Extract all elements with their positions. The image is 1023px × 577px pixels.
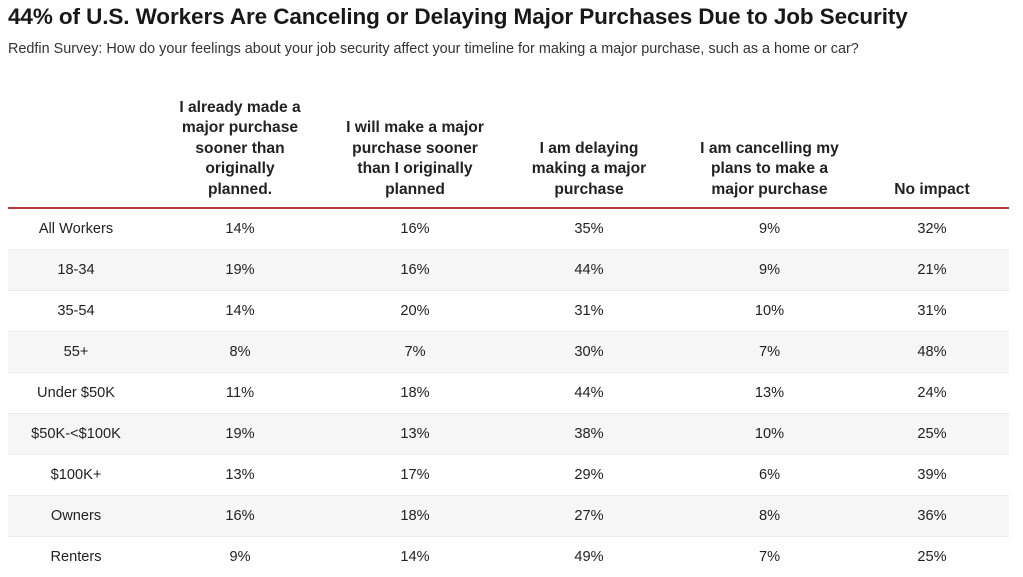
table-cell: 24%: [855, 372, 1009, 414]
row-label: 35-54: [8, 290, 144, 332]
table-row: Owners 16% 18% 27% 8% 36%: [8, 495, 1009, 537]
column-header-already-purchased: I already made a major purchase sooner t…: [144, 86, 336, 209]
table-cell: 8%: [684, 495, 855, 537]
table-row: Under $50K 11% 18% 44% 13% 24%: [8, 372, 1009, 414]
table-cell: 29%: [494, 454, 684, 496]
row-label: 55+: [8, 331, 144, 373]
chart-subtitle: Redfin Survey: How do your feelings abou…: [8, 41, 859, 57]
table-row: $100K+ 13% 17% 29% 6% 39%: [8, 454, 1009, 496]
table-cell: 13%: [336, 413, 494, 455]
row-label: Owners: [8, 495, 144, 537]
table-cell: 49%: [574, 549, 604, 565]
table-cell: 30%: [494, 331, 684, 373]
row-label: $50K-<$100K: [8, 413, 144, 455]
column-header-group: [8, 86, 144, 209]
table-row: 55+ 8% 7% 30% 7% 48%: [8, 331, 1009, 373]
column-header-label: I will make a major purchase sooner than…: [346, 119, 484, 198]
survey-table: I already made a major purchase sooner t…: [8, 86, 1009, 577]
table-cell: 14%: [400, 549, 430, 565]
table-cell: 7%: [758, 549, 781, 565]
column-header-no-impact: No impact: [855, 86, 1009, 209]
column-header-cancelling: I am cancelling my plans to make a major…: [684, 86, 855, 209]
table-row: $50K-<$100K 19% 13% 38% 10% 25%: [8, 413, 1009, 455]
table-cell: 25%: [855, 413, 1009, 455]
table-cell: 32%: [855, 208, 1009, 250]
table-row: 18-34 19% 16% 44% 9% 21%: [8, 249, 1009, 291]
table-cell: 14%: [144, 208, 336, 250]
row-label: 18-34: [8, 249, 144, 291]
column-header-label: I already made a major purchase sooner t…: [179, 98, 301, 198]
table-cell: 21%: [855, 249, 1009, 291]
header-row: I already made a major purchase sooner t…: [8, 86, 1009, 209]
table-cell: 10%: [684, 413, 855, 455]
table-cell: 13%: [144, 454, 336, 496]
table-cell: 25%: [917, 549, 947, 565]
table-cell: 20%: [336, 290, 494, 332]
table-cell: 8%: [144, 331, 336, 373]
table-cell: 9%: [229, 549, 251, 565]
row-label: Under $50K: [8, 372, 144, 414]
table-cell: 44%: [494, 249, 684, 291]
table-cell: 27%: [494, 495, 684, 537]
table-cell: 11%: [144, 372, 336, 414]
table-cell: 19%: [144, 413, 336, 455]
column-header-delaying: I am delaying making a major purchase: [494, 86, 684, 209]
table-cell: 18%: [336, 495, 494, 537]
table-cell: 16%: [336, 249, 494, 291]
row-label: $100K+: [8, 454, 144, 496]
table-cell: 16%: [336, 208, 494, 250]
table-row: 35-54 14% 20% 31% 10% 31%: [8, 290, 1009, 332]
table-cell: 38%: [494, 413, 684, 455]
table-row: All Workers 14% 16% 35% 9% 32%: [8, 208, 1009, 250]
table-body: All Workers 14% 16% 35% 9% 32% 18-34 19%…: [8, 208, 1009, 577]
table-cell: 16%: [144, 495, 336, 537]
table-cell: 7%: [336, 331, 494, 373]
table-cell: 17%: [336, 454, 494, 496]
table-cell: 7%: [684, 331, 855, 373]
table-cell: 48%: [855, 331, 1009, 373]
table-cell: 31%: [494, 290, 684, 332]
table-cell: 13%: [684, 372, 855, 414]
row-label: Renters: [50, 549, 102, 565]
table-cell: 35%: [494, 208, 684, 250]
table-cell: 31%: [855, 290, 1009, 332]
column-header-label: I am delaying making a major purchase: [531, 139, 647, 198]
table-cell: 39%: [855, 454, 1009, 496]
table-cell: 14%: [144, 290, 336, 332]
column-header-label: I am cancelling my plans to make a major…: [700, 139, 839, 198]
table-cell: 9%: [684, 249, 855, 291]
table-cell: 18%: [336, 372, 494, 414]
chart-title: 44% of U.S. Workers Are Canceling or Del…: [8, 4, 908, 29]
table-row: Renters 9% 14% 49% 7% 25%: [8, 537, 1009, 577]
table-cell: 10%: [684, 290, 855, 332]
table-cell: 9%: [684, 208, 855, 250]
column-header-purchase-sooner: I will make a major purchase sooner than…: [336, 86, 494, 209]
table-cell: 44%: [494, 372, 684, 414]
table-cell: 19%: [144, 249, 336, 291]
table-cell: 6%: [684, 454, 855, 496]
table-cell: 36%: [855, 495, 1009, 537]
row-label: All Workers: [8, 208, 144, 250]
